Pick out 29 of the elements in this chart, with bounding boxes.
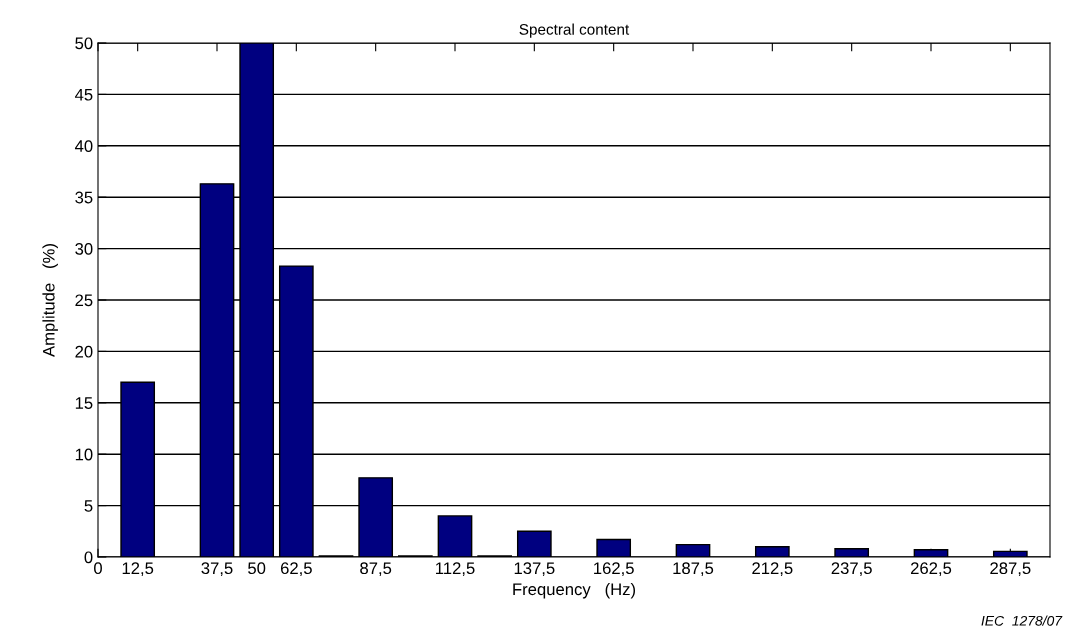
x-tick-label: 37,5 xyxy=(201,562,233,577)
y-tick-label: 20 xyxy=(75,345,93,358)
y-tick-label: 50 xyxy=(75,37,93,50)
x-tick-label: 237,5 xyxy=(831,562,872,577)
y-axis-title: Amplitude (%) xyxy=(42,244,58,357)
y-tick-label: 30 xyxy=(75,243,93,255)
chart-title: Spectral content xyxy=(519,23,630,38)
y-tick-label: 15 xyxy=(75,397,93,409)
y-tick-label: 25 xyxy=(75,294,93,307)
x-tick-label: 0 xyxy=(94,562,102,575)
x-tick-label: 137,5 xyxy=(514,562,555,577)
x-tick-label: 162,5 xyxy=(594,562,634,577)
text: IEC 1278/07 xyxy=(981,615,1063,626)
x-tick-label: 112,5 xyxy=(436,562,475,577)
y-tick-label: 10 xyxy=(75,448,93,461)
y-tick-label: 35 xyxy=(75,191,93,204)
x-tick-label: 262,5 xyxy=(910,562,952,577)
x-tick-label: 187,5 xyxy=(673,562,714,577)
x-tick-label: 87,5 xyxy=(360,562,392,577)
y-tick-label: 5 xyxy=(84,500,93,512)
x-tick-label: 287,5 xyxy=(990,562,1031,577)
x-tick-label: 62,5 xyxy=(280,562,312,577)
x-tick-label: 212,5 xyxy=(752,562,793,577)
y-tick-label: 45 xyxy=(74,88,93,101)
x-axis-title: Frequency (Hz) xyxy=(513,582,636,599)
y-tick-label: 0 xyxy=(84,551,93,564)
y-tick-label: 40 xyxy=(74,140,93,152)
x-tick-label: 12,5 xyxy=(122,562,154,577)
x-tick-label: 50 xyxy=(248,562,266,575)
